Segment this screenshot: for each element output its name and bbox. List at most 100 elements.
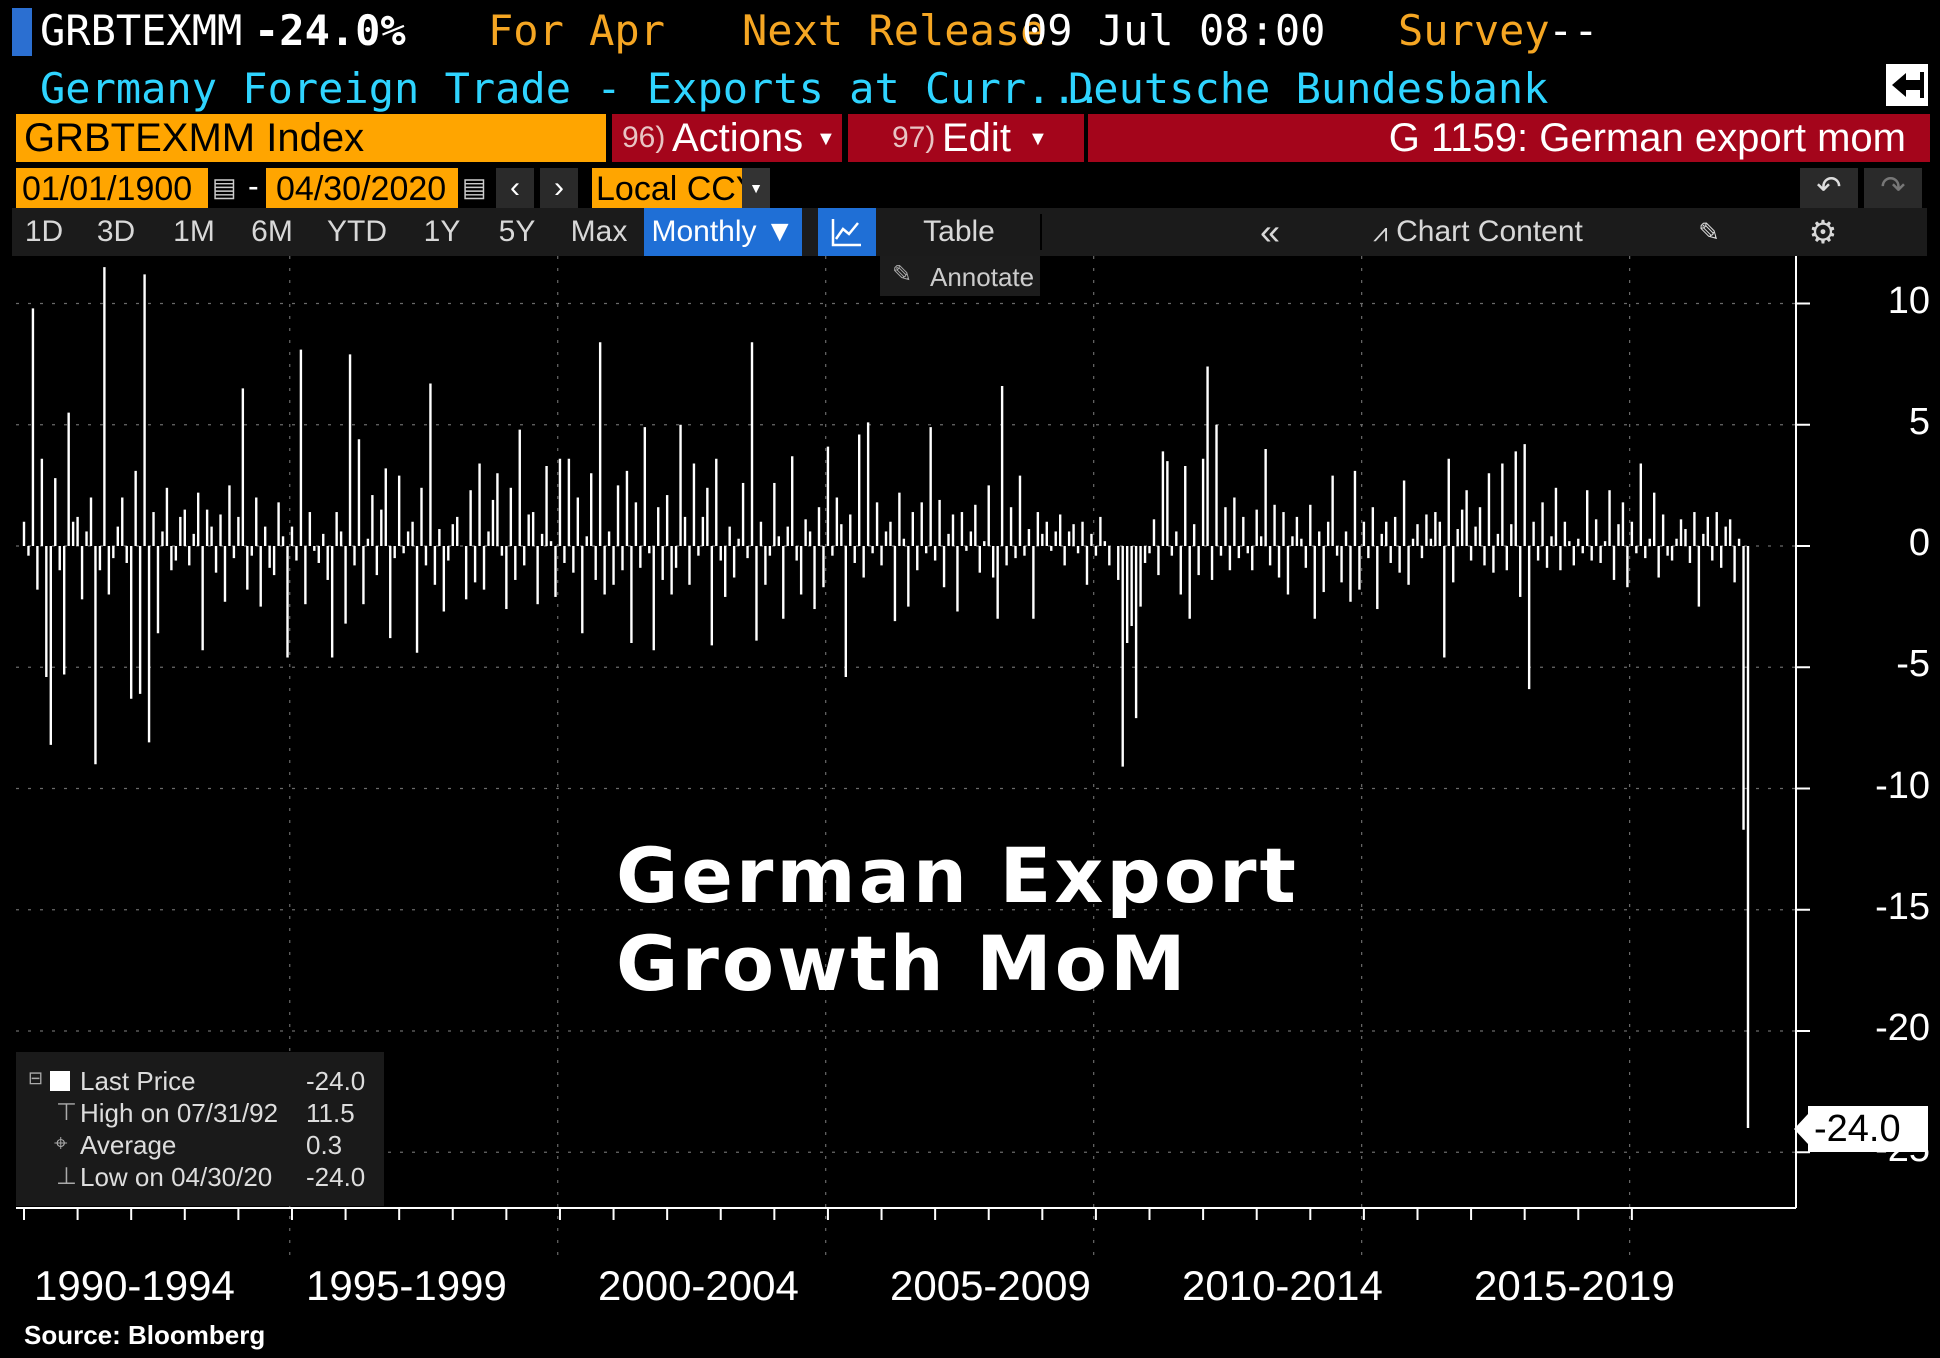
chevron-down-icon: ▼ [764, 215, 795, 248]
redo-button[interactable]: ↷ [1864, 168, 1922, 208]
source-organization: Deutsche Bundesbank [1068, 64, 1549, 113]
series-description: Germany Foreign Trade - Exports at Curr.… [40, 64, 1103, 113]
description-row: Germany Foreign Trade - Exports at Curr.… [0, 0, 1940, 113]
period-1d[interactable]: 1D [24, 215, 64, 248]
edit-button[interactable]: 97) Edit ▼ [848, 114, 1084, 162]
edit-label: Edit [942, 116, 1011, 160]
footer-source: Source: Bloomberg [24, 1320, 266, 1350]
ticker-symbol: GRBTEXMM [40, 6, 243, 55]
chart-content-icon: ⩘ [1373, 217, 1388, 247]
collapse-left-icon[interactable]: « [1259, 211, 1281, 252]
average-marker-icon: ⌖ [54, 1130, 68, 1157]
frequency-text: Monthly [651, 215, 757, 248]
frequency-select[interactable]: Monthly ▼ [644, 208, 802, 256]
x-label-2005-2009: 2005-2009 [890, 1262, 1091, 1309]
y-tick-label: 0 [1908, 522, 1930, 564]
chevron-down-icon: ▼ [742, 168, 770, 208]
legend-row-last-price: ⊟ Last Price -24.0 [16, 1066, 384, 1098]
legend-box: ⊟ Last Price -24.0 ⊤ High on 07/31/92 11… [16, 1052, 384, 1206]
period-1y[interactable]: 1Y [423, 215, 461, 248]
chart-title-text: G 1159: German export mom [1388, 116, 1906, 160]
pencil-icon: ✎ [892, 261, 913, 288]
edit-chart-icon[interactable]: ✎ [1698, 217, 1720, 247]
x-label-2015-2019: 2015-2019 [1474, 1262, 1675, 1309]
chart-title-bar: G 1159: German export mom [1088, 114, 1930, 162]
chart-content-button[interactable]: ⩘ Chart Content [1306, 208, 1650, 256]
period-1m[interactable]: 1M [173, 215, 215, 248]
y-tick-label: -20 [1875, 1007, 1930, 1049]
legend-label: High on 07/31/92 [80, 1098, 279, 1128]
ticker-indicator [12, 8, 32, 56]
legend-row-low: ⊥ Low on 04/30/20 -24.0 [16, 1162, 384, 1194]
last-value-text: -24.0 [1814, 1108, 1901, 1150]
line-chart-icon [831, 219, 861, 247]
x-label-1995-1999: 1995-1999 [306, 1262, 507, 1309]
high-marker-icon: ⊤ [56, 1099, 77, 1126]
security-field[interactable]: GRBTEXMM Index [16, 114, 606, 162]
collapse-icon[interactable]: ⊟ [28, 1068, 44, 1088]
edit-number: 97) [892, 121, 936, 154]
period-5y[interactable]: 5Y [498, 215, 536, 248]
legend-value: 0.3 [306, 1130, 343, 1160]
legend-swatch [50, 1071, 70, 1091]
for-period: For Apr [488, 6, 666, 55]
period-max[interactable]: Max [570, 215, 628, 248]
calendar-icon[interactable]: ▤ [462, 172, 487, 202]
legend-value: -24.0 [306, 1162, 366, 1192]
next-release-value: 09 Jul 08:00 [1022, 6, 1326, 55]
last-value-arrow [1794, 1114, 1808, 1144]
x-label-2000-2004: 2000-2004 [598, 1262, 799, 1309]
legend-label: Low on 04/30/20 [80, 1162, 273, 1192]
overlay-title-line1: German Export [616, 831, 1299, 920]
prev-period-button[interactable]: ‹ [496, 168, 534, 208]
last-value-tag: -24.0 [1794, 1106, 1928, 1152]
gear-icon[interactable]: ⚙ [1808, 214, 1838, 250]
last-change: -24.0% [254, 6, 406, 55]
header-row: GRBTEXMM -24.0% For Apr Next Release 09 … [0, 0, 1940, 62]
period-6m[interactable]: 6M [251, 215, 293, 248]
table-button[interactable]: Table [923, 215, 995, 248]
x-label-1990-1994: 1990-1994 [34, 1262, 235, 1309]
currency-select[interactable]: Local CCY ▼ [592, 168, 770, 208]
y-tick-label: 10 [1887, 279, 1930, 322]
overlay-title-line2: Growth MoM [616, 919, 1189, 1008]
export-icon[interactable] [1886, 64, 1928, 106]
end-date-input[interactable]: 04/30/2020 [266, 168, 458, 208]
survey-value: -- [1548, 6, 1599, 55]
legend-label: Last Price [80, 1066, 196, 1096]
annotate-label: Annotate [930, 262, 1035, 292]
line-chart-button[interactable] [818, 208, 876, 256]
date-dash: - [248, 168, 259, 204]
start-date-text: 01/01/1900 [22, 170, 193, 208]
security-field-text: GRBTEXMM Index [24, 116, 365, 160]
legend-row-high: ⊤ High on 07/31/92 11.5 [16, 1098, 384, 1130]
chevron-down-icon: ▼ [816, 128, 836, 150]
chart-toolbar: 1D 3D 1M 6M YTD 1Y 5Y Max Monthly ▼ Tabl… [12, 208, 1927, 256]
chevron-down-icon: ▼ [1028, 128, 1048, 150]
y-tick-label: -10 [1875, 764, 1930, 807]
legend-row-average: ⌖ Average 0.3 [16, 1130, 384, 1162]
survey-label: Survey [1398, 6, 1550, 55]
next-period-button[interactable]: › [540, 168, 578, 208]
undo-button[interactable]: ↶ [1800, 168, 1858, 208]
end-date-text: 04/30/2020 [276, 170, 447, 208]
y-tick-label: 5 [1908, 400, 1930, 443]
legend-value: -24.0 [306, 1066, 366, 1096]
start-date-input[interactable]: 01/01/1900 [16, 168, 208, 208]
period-3d[interactable]: 3D [96, 215, 136, 248]
legend-value: 11.5 [306, 1098, 355, 1128]
next-release-label: Next Release [742, 6, 1046, 55]
x-label-2010-2014: 2010-2014 [1182, 1262, 1383, 1309]
actions-button[interactable]: 96) Actions ▼ [612, 114, 842, 162]
currency-text: Local CCY [596, 170, 759, 208]
annotate-button[interactable]: ✎ Annotate [880, 256, 1040, 296]
chart-content-label: Chart Content [1396, 215, 1583, 248]
period-ytd[interactable]: YTD [327, 215, 387, 248]
y-tick-label: -15 [1875, 885, 1930, 928]
calendar-icon[interactable]: ▤ [212, 172, 237, 202]
actions-number: 96) [622, 121, 666, 154]
actions-label: Actions [672, 116, 804, 160]
low-marker-icon: ⊥ [56, 1163, 77, 1190]
toolbar-divider [1040, 214, 1042, 250]
